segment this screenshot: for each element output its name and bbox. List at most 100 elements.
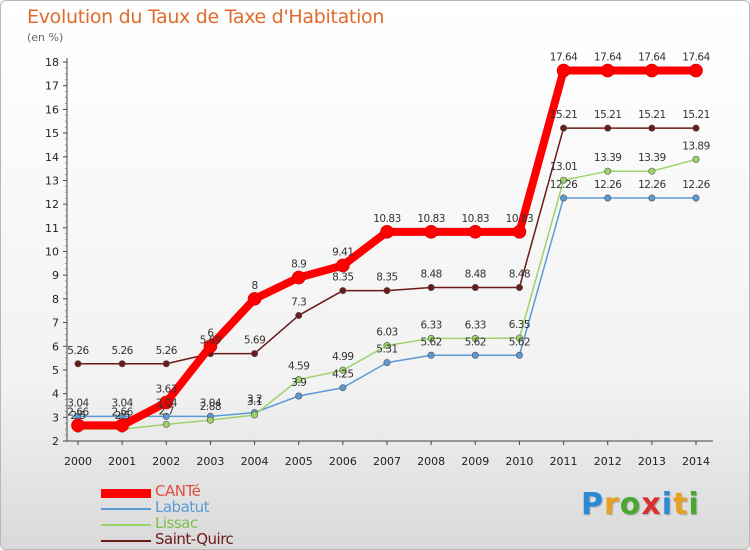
data-point-labatut bbox=[560, 194, 568, 202]
data-label-cant-: 17.64 bbox=[638, 52, 666, 64]
data-label-labatut: 4.25 bbox=[332, 369, 353, 381]
data-label-lissac: 6.35 bbox=[509, 319, 530, 331]
data-label-saint-quirc: 8.35 bbox=[332, 272, 353, 284]
logo-letter: i bbox=[661, 487, 674, 522]
data-point-labatut bbox=[692, 194, 700, 202]
data-point-saint-quirc bbox=[295, 311, 303, 319]
x-tick-label: 2014 bbox=[682, 455, 710, 468]
data-point-labatut bbox=[515, 351, 523, 359]
data-point-labatut bbox=[471, 351, 479, 359]
legend-label: CANTé bbox=[155, 482, 201, 500]
data-label-saint-quirc: 15.21 bbox=[638, 109, 666, 121]
data-point-cant- bbox=[336, 258, 350, 273]
data-point-cant- bbox=[424, 225, 438, 239]
data-point-cant- bbox=[512, 225, 527, 239]
data-point-cant- bbox=[645, 63, 659, 78]
y-tick-label: 8 bbox=[52, 293, 59, 306]
x-tick-label: 2005 bbox=[285, 455, 313, 468]
data-label-cant-: 10.83 bbox=[506, 213, 534, 225]
logo-letter: t bbox=[673, 487, 689, 522]
legend-item-saint-quirc: Saint-Quirc bbox=[101, 530, 321, 549]
data-point-cant- bbox=[159, 395, 174, 410]
logo-letter: r bbox=[604, 487, 620, 522]
data-point-lissac bbox=[251, 411, 259, 419]
data-label-labatut: 12.26 bbox=[550, 179, 578, 191]
data-point-cant- bbox=[380, 225, 394, 239]
data-label-cant-: 2.66 bbox=[67, 406, 89, 418]
data-point-saint-quirc bbox=[74, 360, 82, 368]
data-point-labatut bbox=[427, 351, 435, 359]
data-label-cant-: 3.63 bbox=[156, 383, 177, 395]
data-label-saint-quirc: 7.3 bbox=[291, 296, 306, 308]
legend-label: Saint-Quirc bbox=[155, 530, 234, 548]
data-point-saint-quirc bbox=[515, 284, 523, 292]
logo-letter: i bbox=[688, 487, 700, 522]
data-label-labatut: 3.04 bbox=[67, 397, 89, 409]
data-label-labatut: 5.62 bbox=[509, 336, 530, 348]
data-point-saint-quirc bbox=[648, 124, 656, 132]
data-label-lissac: 13.01 bbox=[550, 161, 578, 173]
x-tick-label: 2004 bbox=[241, 455, 269, 468]
data-point-cant- bbox=[71, 418, 85, 433]
data-point-saint-quirc bbox=[251, 350, 259, 358]
data-label-cant-: 10.83 bbox=[417, 213, 445, 225]
data-point-saint-quirc bbox=[339, 287, 347, 295]
y-unit-label: (en %) bbox=[27, 31, 64, 44]
data-point-labatut bbox=[339, 384, 347, 392]
data-label-cant-: 8.9 bbox=[291, 259, 306, 271]
data-label-lissac: 2.7 bbox=[159, 405, 174, 417]
x-tick-label: 2008 bbox=[417, 455, 445, 468]
data-label-lissac: 6.33 bbox=[420, 319, 441, 331]
data-point-lissac bbox=[604, 167, 612, 175]
data-point-cant- bbox=[689, 63, 703, 78]
x-tick-label: 2010 bbox=[505, 455, 533, 468]
data-label-cant-: 17.64 bbox=[682, 52, 710, 64]
series-line-cant- bbox=[74, 66, 700, 430]
line-chart: 2 3 4 5 6 7 8 9 10 11 12 13 14 15 16 17 18 2000 2001 2002 20… bbox=[45, 52, 713, 468]
data-point-saint-quirc bbox=[560, 124, 568, 132]
data-label-cant-: 2.66 bbox=[111, 406, 133, 418]
data-label-cant-: 10.83 bbox=[462, 213, 490, 225]
data-label-cant-: 10.83 bbox=[373, 213, 401, 225]
data-point-lissac bbox=[339, 366, 347, 374]
data-label-saint-quirc: 8.35 bbox=[376, 272, 397, 284]
data-point-lissac bbox=[383, 342, 391, 350]
y-tick-label: 4 bbox=[52, 388, 59, 401]
data-label-cant-: 17.64 bbox=[550, 52, 578, 64]
x-tick-label: 2000 bbox=[64, 455, 92, 468]
data-label-saint-quirc: 15.21 bbox=[550, 109, 578, 121]
data-label-lissac: 13.39 bbox=[638, 152, 666, 164]
proxiti-logo: Proxiti bbox=[581, 487, 700, 522]
x-tick-label: 2003 bbox=[196, 455, 224, 468]
data-label-labatut: 3.2 bbox=[247, 394, 262, 406]
x-tick-label: 2009 bbox=[461, 455, 489, 468]
data-label-labatut: 3.9 bbox=[291, 377, 306, 389]
data-label-cant-: 17.64 bbox=[594, 52, 622, 64]
data-label-lissac: 6.03 bbox=[376, 327, 397, 339]
y-tick-label: 12 bbox=[45, 198, 59, 211]
data-point-saint-quirc bbox=[692, 124, 700, 132]
data-point-lissac bbox=[206, 416, 214, 424]
y-tick-label: 2 bbox=[52, 435, 59, 448]
legend-swatch bbox=[101, 524, 151, 526]
x-tick-label: 2013 bbox=[638, 455, 666, 468]
y-tick-label: 14 bbox=[45, 151, 59, 164]
y-tick-label: 13 bbox=[45, 174, 59, 187]
data-label-labatut: 12.26 bbox=[638, 179, 666, 191]
data-label-lissac: 13.89 bbox=[682, 140, 710, 152]
data-point-lissac bbox=[427, 334, 435, 342]
data-label-cant-: 8 bbox=[251, 280, 257, 292]
data-point-labatut bbox=[295, 392, 303, 400]
data-point-labatut bbox=[604, 194, 612, 202]
data-point-cant- bbox=[291, 270, 306, 285]
y-tick-label: 17 bbox=[45, 80, 59, 93]
data-point-saint-quirc bbox=[427, 284, 435, 292]
logo-letter: o bbox=[619, 487, 642, 522]
data-label-labatut: 5.62 bbox=[420, 336, 441, 348]
data-label-lissac: 6.33 bbox=[465, 319, 486, 331]
data-point-cant- bbox=[600, 63, 615, 78]
y-tick-label: 6 bbox=[52, 340, 59, 353]
logo-letter: x bbox=[641, 487, 662, 522]
data-label-lissac: 13.39 bbox=[594, 152, 622, 164]
